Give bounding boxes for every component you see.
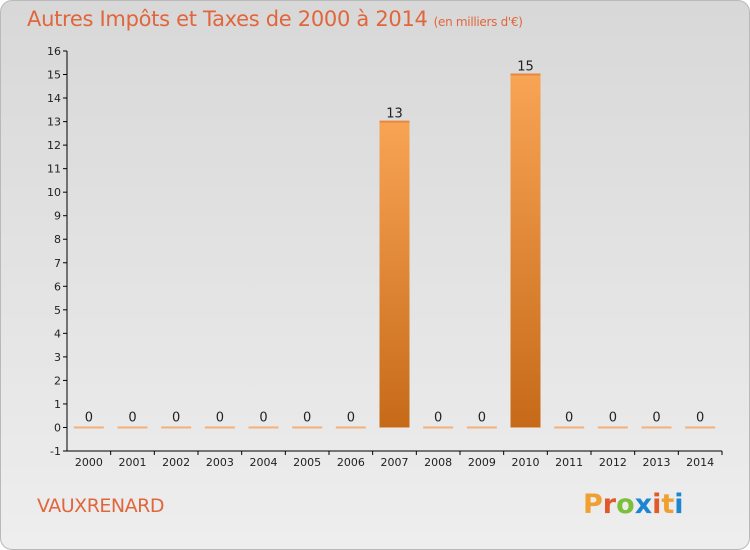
x-tick-label: 2009 [468,456,496,469]
data-label: 0 [85,410,93,425]
data-label: 0 [347,410,355,425]
title-unit: (en milliers d'€) [433,15,523,29]
y-tick-label: 8 [54,233,61,246]
data-label: 0 [216,410,224,425]
x-tick-label: 2001 [119,456,147,469]
bar [423,426,454,429]
y-tick-label: 4 [54,327,61,340]
y-tick-label: 0 [54,421,61,434]
x-tick-label: 2008 [424,456,452,469]
data-label: 0 [434,410,442,425]
logo-letter: P [583,489,603,520]
logo-letter: i [652,489,662,520]
y-tick-label: 6 [54,280,61,293]
y-tick-label: 15 [47,69,61,82]
logo-letter: x [634,489,653,520]
x-tick-label: 2014 [686,456,714,469]
bar [597,426,628,429]
y-tick-label: 10 [47,186,61,199]
bar [161,426,192,429]
y-tick-label: 13 [47,116,61,129]
y-tick-label: 3 [54,351,61,364]
bar [641,426,672,429]
bar [292,426,323,429]
bar [117,426,148,429]
x-tick-label: 2012 [599,456,627,469]
data-label: 0 [652,410,660,425]
y-tick-label: 5 [54,304,61,317]
data-label: 0 [565,410,573,425]
logo-letter: o [616,489,635,520]
y-tick-label: 7 [54,257,61,270]
bar [379,121,410,428]
data-label: 0 [172,410,180,425]
data-label: 0 [128,410,136,425]
proxiti-logo: Proxiti [583,489,684,520]
data-label: 0 [696,410,704,425]
bar [73,426,104,429]
x-tick-label: 2010 [512,456,540,469]
bar [510,74,541,428]
y-tick-label: 2 [54,374,61,387]
x-tick-label: 2013 [643,456,671,469]
y-tick-label: -1 [50,445,61,458]
data-label: 13 [386,107,403,122]
y-tick-label: 12 [47,139,61,152]
x-tick-label: 2007 [381,456,409,469]
data-label: 15 [517,60,534,75]
x-tick-label: 2005 [293,456,321,469]
y-tick-label: 14 [47,92,61,105]
x-tick-label: 2003 [206,456,234,469]
data-label: 0 [303,410,311,425]
bar [466,426,497,429]
y-tick-label: 16 [47,45,61,58]
x-tick-label: 2011 [555,456,583,469]
data-label: 0 [478,410,486,425]
title-text: Autres Impôts et Taxes de 2000 à 2014 [27,7,428,31]
bar [335,426,366,429]
bar [204,426,235,429]
chart-title: Autres Impôts et Taxes de 2000 à 2014 (en… [27,7,523,31]
bar [554,426,585,429]
logo-letter: i [674,489,684,520]
x-tick-label: 2006 [337,456,365,469]
y-tick-label: 11 [47,163,61,176]
logo-letter: t [661,489,675,520]
logo-letter: r [602,489,617,520]
bar [248,426,279,429]
x-tick-label: 2000 [75,456,103,469]
data-label: 0 [259,410,267,425]
x-tick-label: 2004 [250,456,278,469]
y-tick-label: 9 [54,210,61,223]
data-label: 0 [609,410,617,425]
commune-name: VAUXRENARD [37,495,164,517]
x-tick-label: 2002 [162,456,190,469]
y-tick-label: 1 [54,398,61,411]
bar [685,426,716,429]
